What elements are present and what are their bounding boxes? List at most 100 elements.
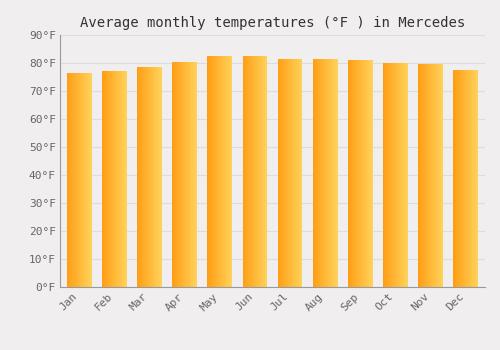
Bar	[359, 60, 360, 287]
Bar	[296, 59, 298, 287]
Bar	[319, 59, 320, 287]
Bar	[87, 73, 88, 287]
Bar	[398, 63, 399, 287]
Bar	[420, 64, 421, 287]
Bar	[331, 59, 332, 287]
Bar	[258, 56, 260, 287]
Bar	[78, 73, 80, 287]
Bar	[458, 70, 459, 287]
Bar	[279, 59, 280, 287]
Bar	[189, 62, 190, 287]
Bar	[280, 59, 281, 287]
Bar	[153, 67, 154, 287]
Bar	[390, 63, 391, 287]
Bar	[290, 59, 292, 287]
Bar	[86, 73, 87, 287]
Bar	[329, 59, 330, 287]
Bar	[406, 63, 407, 287]
Bar	[459, 70, 460, 287]
Bar	[384, 63, 385, 287]
Bar	[218, 56, 220, 287]
Bar	[231, 56, 232, 287]
Bar	[67, 73, 68, 287]
Bar	[138, 67, 139, 287]
Bar	[154, 67, 155, 287]
Bar	[318, 59, 319, 287]
Bar	[216, 56, 218, 287]
Bar	[86, 73, 88, 287]
Bar	[462, 70, 464, 287]
Bar	[148, 67, 149, 287]
Bar	[81, 73, 82, 287]
Bar	[250, 56, 252, 287]
Bar	[389, 63, 390, 287]
Bar	[255, 56, 256, 287]
Bar	[470, 70, 472, 287]
Bar	[140, 67, 141, 287]
Bar	[178, 62, 179, 287]
Bar	[292, 59, 293, 287]
Bar	[224, 56, 226, 287]
Bar	[288, 59, 289, 287]
Bar	[118, 71, 119, 287]
Bar	[428, 64, 429, 287]
Bar	[260, 56, 261, 287]
Bar	[176, 62, 178, 287]
Bar	[243, 56, 244, 287]
Bar	[354, 60, 356, 287]
Bar	[426, 64, 427, 287]
Bar	[104, 71, 106, 287]
Bar	[252, 56, 253, 287]
Bar	[348, 60, 350, 287]
Bar	[463, 70, 464, 287]
Bar	[460, 70, 461, 287]
Bar	[248, 56, 249, 287]
Bar	[432, 64, 433, 287]
Bar	[365, 60, 366, 287]
Bar	[229, 56, 230, 287]
Bar	[247, 56, 248, 287]
Bar	[358, 60, 359, 287]
Bar	[192, 62, 194, 287]
Bar	[264, 56, 266, 287]
Bar	[72, 73, 74, 287]
Bar	[248, 56, 250, 287]
Bar	[216, 56, 217, 287]
Bar	[427, 64, 428, 287]
Bar	[293, 59, 294, 287]
Bar	[455, 70, 456, 287]
Bar	[295, 59, 296, 287]
Bar	[336, 59, 337, 287]
Bar	[105, 71, 106, 287]
Bar	[474, 70, 475, 287]
Bar	[320, 59, 321, 287]
Bar	[423, 64, 424, 287]
Bar	[436, 64, 438, 287]
Bar	[88, 73, 89, 287]
Bar	[246, 56, 247, 287]
Bar	[208, 56, 210, 287]
Bar	[468, 70, 469, 287]
Bar	[222, 56, 223, 287]
Bar	[367, 60, 368, 287]
Bar	[361, 60, 362, 287]
Bar	[285, 59, 286, 287]
Bar	[139, 67, 140, 287]
Bar	[391, 63, 392, 287]
Bar	[442, 64, 443, 287]
Bar	[186, 62, 187, 287]
Bar	[181, 62, 182, 287]
Bar	[437, 64, 438, 287]
Bar	[264, 56, 265, 287]
Bar	[184, 62, 186, 287]
Bar	[424, 64, 425, 287]
Bar	[74, 73, 75, 287]
Bar	[301, 59, 302, 287]
Bar	[369, 60, 370, 287]
Bar	[429, 64, 430, 287]
Bar	[69, 73, 70, 287]
Bar	[471, 70, 472, 287]
Bar	[298, 59, 299, 287]
Bar	[326, 59, 327, 287]
Bar	[401, 63, 402, 287]
